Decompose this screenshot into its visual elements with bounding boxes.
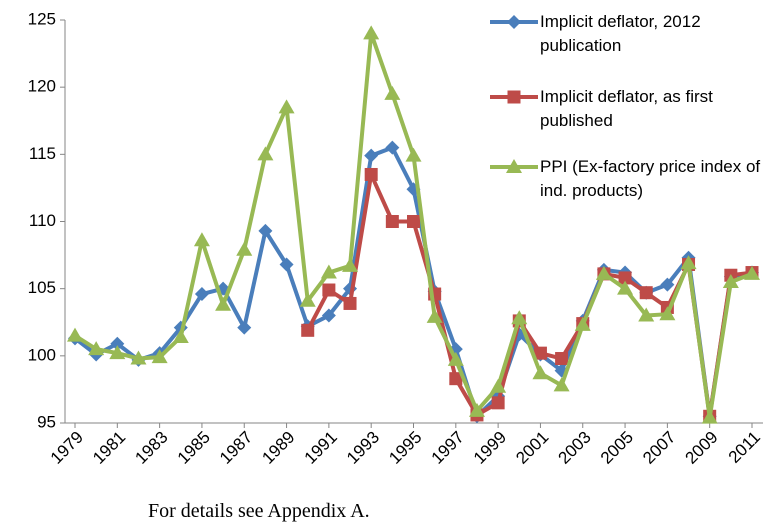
marker: [193, 232, 210, 247]
legend-marker: [507, 15, 521, 29]
marker: [533, 346, 547, 360]
marker: [109, 345, 126, 360]
marker: [343, 296, 357, 310]
x-tick-label: 2003: [555, 428, 595, 468]
marker: [468, 402, 485, 417]
marker: [320, 264, 337, 279]
marker: [236, 241, 253, 256]
legend-label: Implicit deflator, as first published: [540, 87, 713, 130]
marker: [491, 396, 505, 410]
marker: [639, 286, 653, 300]
marker: [130, 350, 147, 365]
marker: [617, 280, 634, 295]
marker: [194, 287, 209, 302]
x-tick-label: 1979: [47, 428, 87, 468]
x-tick-label: 1991: [301, 428, 341, 468]
marker: [595, 265, 612, 280]
marker: [110, 336, 125, 351]
marker: [574, 316, 591, 331]
x-tick-label: 2011: [725, 428, 763, 467]
marker: [301, 323, 315, 337]
marker: [67, 327, 83, 342]
marker: [321, 308, 336, 323]
marker: [701, 409, 718, 424]
chart: 95 100 105 110 115 120 125 1979 1981 1983 1985 1987…: [28, 9, 763, 468]
marker: [722, 273, 739, 288]
y-tick-label: 125: [28, 9, 56, 28]
x-tick-label: 1985: [174, 428, 214, 468]
x-tick-label: 2007: [639, 428, 679, 468]
x-tick-label: 1993: [343, 428, 383, 468]
marker: [490, 378, 507, 393]
marker: [215, 296, 232, 311]
marker: [384, 85, 401, 100]
marker: [405, 147, 422, 162]
marker: [659, 306, 676, 321]
y-tick-label: 115: [29, 144, 56, 163]
y-tick-label: 100: [28, 345, 56, 364]
marker: [660, 277, 675, 292]
x-tick-label: 1987: [216, 428, 256, 468]
marker: [680, 255, 697, 270]
marker: [447, 351, 464, 366]
x-tick-label: 1997: [428, 428, 468, 468]
x-tick-label: 1989: [258, 428, 298, 468]
legend-label: PPI (Ex-factory price index of ind. prod…: [540, 157, 761, 200]
marker: [511, 310, 528, 325]
legend-label: Implicit deflator, 2012 publication: [540, 12, 701, 55]
marker: [744, 265, 760, 280]
y-tick-label: 95: [37, 412, 56, 431]
marker: [449, 372, 463, 386]
y-tick-label: 110: [29, 211, 56, 230]
marker: [364, 148, 379, 163]
marker: [363, 25, 380, 40]
marker: [385, 140, 400, 155]
marker: [151, 349, 168, 364]
marker: [553, 377, 570, 392]
marker: [342, 257, 359, 272]
marker: [385, 215, 399, 228]
y-tick-label: 105: [28, 278, 56, 297]
marker: [426, 308, 443, 323]
marker: [279, 257, 294, 272]
marker: [555, 352, 569, 366]
marker: [364, 167, 378, 181]
x-tick-label: 2005: [597, 428, 637, 468]
marker: [88, 341, 105, 356]
x-tick-label: 1981: [89, 428, 129, 468]
series-line: [305, 172, 753, 419]
legend-marker: [507, 90, 521, 104]
marker: [278, 99, 295, 114]
marker: [532, 365, 549, 380]
marker: [172, 329, 189, 344]
legend-marker: [506, 159, 522, 173]
x-tick-label: 1999: [470, 428, 510, 468]
marker: [618, 271, 632, 285]
marker: [299, 292, 316, 307]
x-tick-label: 2001: [512, 428, 552, 468]
marker: [322, 283, 336, 297]
y-tick-label: 120: [28, 77, 56, 96]
marker: [258, 223, 273, 238]
marker: [237, 320, 252, 335]
footnote: For details see Appendix A.: [148, 500, 370, 522]
marker: [407, 215, 420, 228]
x-tick-label: 2009: [682, 428, 722, 468]
x-tick-label: 1995: [385, 428, 425, 468]
marker: [257, 146, 274, 161]
marker: [638, 307, 655, 322]
x-tick-label: 1983: [131, 428, 171, 468]
